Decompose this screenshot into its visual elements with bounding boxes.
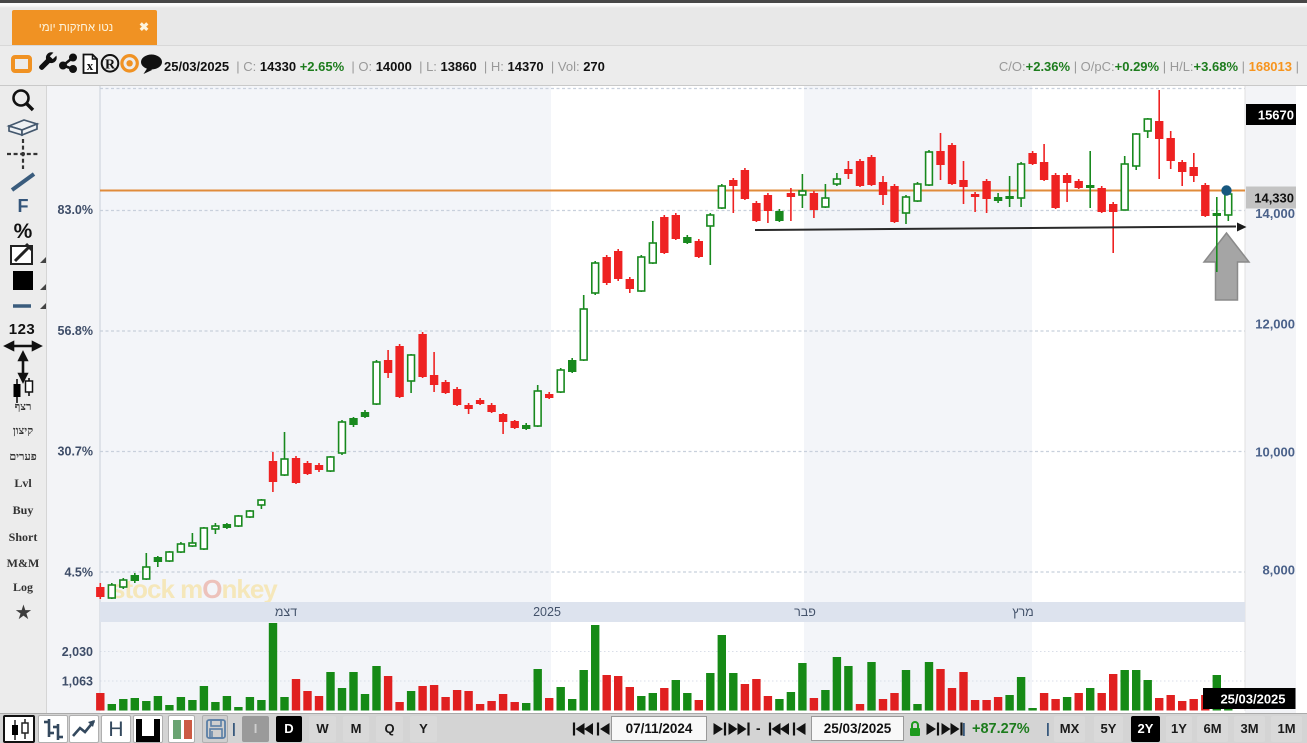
svg-text:8,000: 8,000: [1262, 563, 1295, 578]
svg-text:123: 123: [9, 321, 36, 338]
svg-text:25/03/2025: 25/03/2025: [1220, 692, 1285, 707]
svg-text:H: H: [108, 718, 123, 741]
svg-text:15670: 15670: [1258, 108, 1294, 123]
svg-text:12,000: 12,000: [1255, 317, 1295, 332]
svg-text:F: F: [18, 196, 29, 216]
svg-text:מרץ: מרץ: [1012, 605, 1034, 619]
svg-text:14,330: 14,330: [1254, 191, 1294, 206]
svg-text:stock mOnkey: stock mOnkey: [111, 574, 278, 604]
svg-text:83.0%: 83.0%: [58, 203, 93, 217]
svg-text:10,000: 10,000: [1255, 445, 1295, 460]
svg-text:4.5%: 4.5%: [65, 566, 94, 580]
svg-text:%: %: [14, 220, 33, 243]
svg-text:14,000: 14,000: [1255, 206, 1295, 221]
svg-text:דצמ: דצמ: [275, 605, 297, 619]
svg-text:x: x: [87, 58, 94, 73]
svg-text:2025: 2025: [533, 605, 561, 619]
svg-text:1,063: 1,063: [62, 675, 93, 689]
svg-text:56.8%: 56.8%: [58, 324, 93, 338]
svg-text:30.7%: 30.7%: [58, 445, 93, 459]
svg-text:2,030: 2,030: [62, 645, 93, 659]
svg-text:R: R: [105, 57, 116, 72]
svg-text:פבר: פבר: [794, 605, 816, 619]
